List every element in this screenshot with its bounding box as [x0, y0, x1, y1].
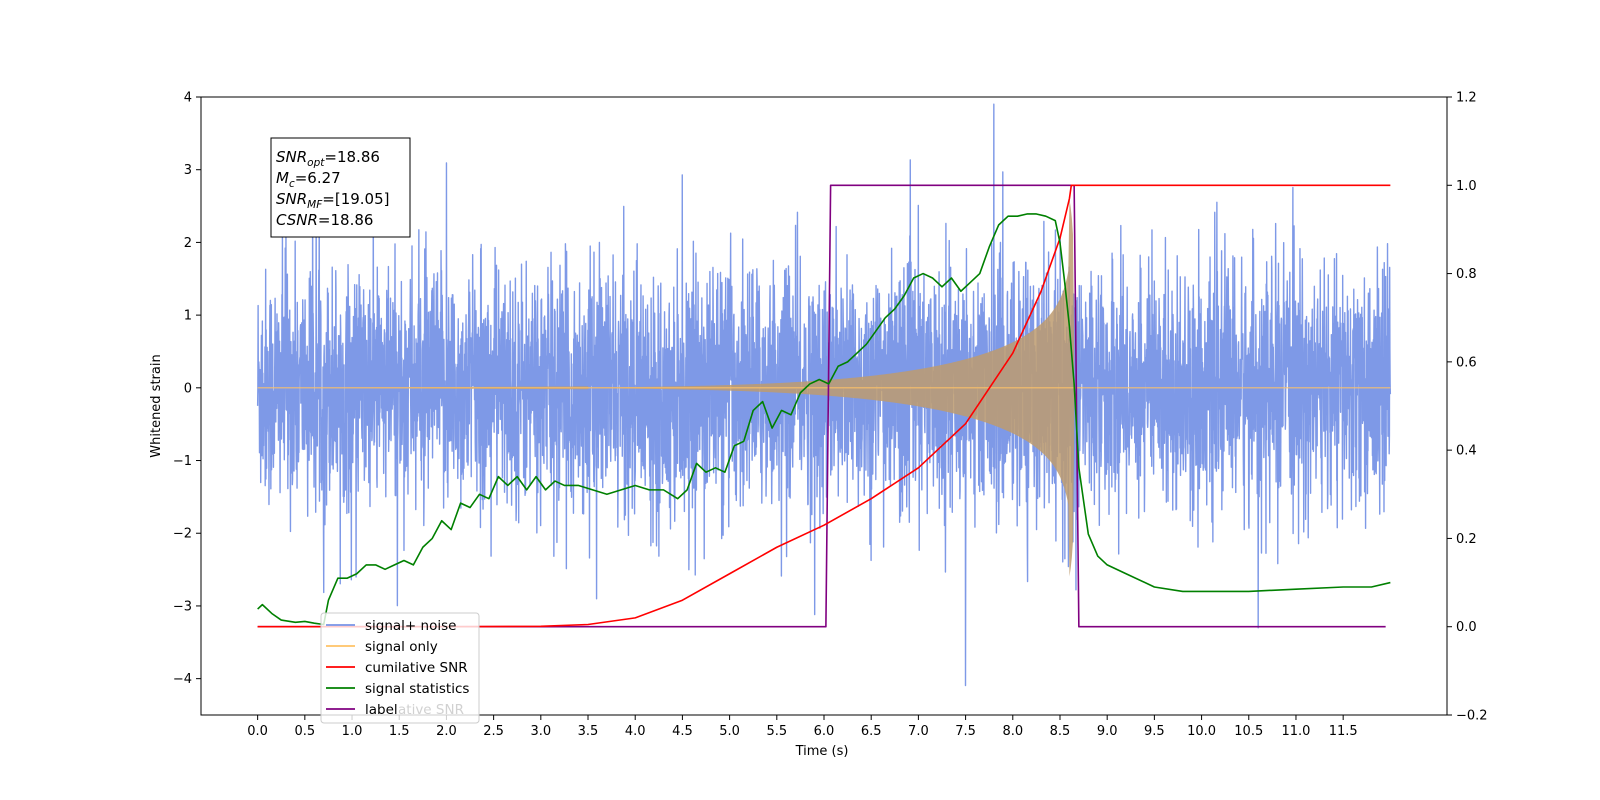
- x-tick-label: 3.0: [530, 724, 551, 739]
- x-tick-label: 10.0: [1187, 724, 1216, 739]
- x-axis-label: Time (s): [795, 744, 849, 759]
- y-left-tick-label: −3: [173, 599, 192, 614]
- x-tick-label: 8.0: [1002, 724, 1023, 739]
- legend-label: signal+ noise: [365, 618, 456, 634]
- y-left-tick-label: 1: [184, 309, 192, 324]
- x-tick-label: 1.5: [389, 724, 410, 739]
- y-right-tick-label: 1.2: [1456, 91, 1477, 106]
- y-right-tick-label: 0.8: [1456, 267, 1477, 282]
- annotation-line: CSNR=18.86: [276, 211, 373, 229]
- x-tick-label: 0.5: [294, 724, 315, 739]
- x-tick-label: 9.5: [1144, 724, 1165, 739]
- annotation-line: Mc=6.27: [276, 169, 341, 190]
- x-axis: 0.0 0.5 1.0 1.5 2.0 2.5 3.0 3.5 4.0 4.5 5.0 5.5 6.0 6…: [247, 715, 1358, 739]
- x-tick-label: 5.5: [766, 724, 787, 739]
- x-tick-label: 10.5: [1234, 724, 1263, 739]
- y-right-tick-label: −0.2: [1456, 709, 1488, 724]
- y-left-tick-label: 4: [184, 91, 192, 106]
- x-tick-label: 2.0: [436, 724, 457, 739]
- signal-only-series: [257, 199, 1391, 577]
- y-left-tick-label: 0: [184, 381, 192, 396]
- x-tick-label: 2.5: [483, 724, 504, 739]
- y-right-tick-label: 0.4: [1456, 444, 1477, 459]
- y-left-tick-label: −2: [173, 527, 192, 542]
- annotation-line: SNRopt=18.86: [276, 148, 380, 169]
- x-tick-label: 11.5: [1329, 724, 1358, 739]
- annotation-box: SNRopt=18.86Mc=6.27SNRMF=[19.05]CSNR=18.…: [270, 137, 411, 238]
- x-tick-label: 9.0: [1097, 724, 1118, 739]
- y-left-tick-label: −1: [173, 454, 192, 469]
- x-tick-label: 7.5: [955, 724, 976, 739]
- legend-label: signal only: [365, 639, 438, 655]
- x-tick-label: 5.0: [719, 724, 740, 739]
- cumulative-snr-line: [257, 184, 1391, 628]
- x-tick-label: 7.0: [908, 724, 929, 739]
- x-tick-label: 4.5: [672, 724, 693, 739]
- x-tick-label: 3.5: [578, 724, 599, 739]
- signal-noise-series: [256, 103, 1392, 687]
- y-right-tick-label: 0.6: [1456, 355, 1477, 370]
- y-left-tick-label: 2: [184, 236, 192, 251]
- legend-label: label: [365, 702, 398, 718]
- legend-ghost-text: ative SNR: [398, 702, 464, 718]
- legend: signal+ noise signal only cumilative SNR si…: [320, 612, 480, 724]
- x-tick-label: 8.5: [1050, 724, 1071, 739]
- x-tick-label: 6.0: [814, 724, 835, 739]
- legend-label: signal statistics: [365, 681, 469, 697]
- x-tick-label: 4.0: [625, 724, 646, 739]
- legend-label: cumilative SNR: [365, 660, 468, 676]
- y-left-axis: −4 −3 −2 −1 0 1 2 3 4: [173, 91, 201, 687]
- y-right-tick-label: 0.0: [1456, 620, 1477, 635]
- x-tick-label: 0.0: [247, 724, 268, 739]
- x-tick-label: 6.5: [861, 724, 882, 739]
- y-right-tick-label: 1.0: [1456, 179, 1477, 194]
- signal-statistics-line: [257, 213, 1391, 626]
- x-tick-label: 11.0: [1281, 724, 1310, 739]
- y-left-tick-label: −4: [173, 672, 192, 687]
- annotation-line: SNRMF=[19.05]: [276, 190, 390, 211]
- x-tick-label: 1.0: [342, 724, 363, 739]
- y-left-tick-label: 3: [184, 163, 192, 178]
- label-line: [257, 184, 1386, 628]
- y-axis-label: Whitened strain: [149, 354, 164, 457]
- y-right-tick-label: 0.2: [1456, 532, 1477, 547]
- y-right-axis: −0.2 0.0 0.2 0.4 0.6 0.8 1.0 1.2: [1447, 91, 1488, 724]
